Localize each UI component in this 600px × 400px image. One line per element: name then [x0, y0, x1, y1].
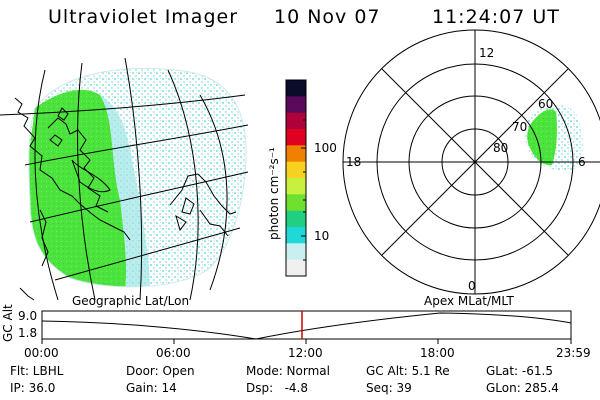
altitude-plot-frame [41, 310, 572, 340]
mlat-label-60: 60 [538, 97, 553, 111]
time-tick-2359: 23:59 [556, 346, 591, 360]
colorbar-swatch [286, 145, 306, 163]
altitude-ytick-low: 1.8 [18, 326, 37, 340]
mlat-label-80: 80 [493, 141, 508, 155]
longitude-line [34, 69, 59, 301]
glat-status: GLat: -61.5 [486, 364, 553, 378]
colorbar-ticks [301, 119, 306, 261]
image-footprint [28, 67, 247, 288]
latitude-line [24, 124, 249, 166]
colorbar-swatch [286, 161, 306, 179]
latitude-line [0, 94, 246, 116]
mlt-diagonal [381, 68, 569, 256]
auroral-emission-region [28, 89, 127, 287]
geographic-caption: Geographic Lat/Lon [72, 294, 189, 308]
geographic-map [0, 57, 249, 301]
coastlines [14, 97, 237, 301]
colorbar-tick-100: 100 [314, 141, 337, 155]
time-tick-1800: 18:00 [420, 346, 455, 360]
gain-status: Gain: 14 [126, 381, 177, 395]
colorbar-unit-label: photon cm⁻²s⁻¹ [267, 147, 281, 240]
colorbar-swatch [286, 96, 306, 114]
emission-fade [100, 95, 150, 287]
longitude-line [199, 94, 228, 291]
longitude-line [167, 69, 199, 301]
door-status: Door: Open [126, 364, 195, 378]
gc-alt-status: GC Alt: 5.1 Re [366, 364, 450, 378]
longitude-line [124, 57, 143, 301]
colorbar-swatch [286, 243, 306, 261]
colorbar-frame [285, 79, 307, 277]
altitude-plot: 9.0 1.8 GC Alt 00:00 06:00 12:00 18:00 2… [1, 304, 591, 360]
colorbar-tick-10: 10 [314, 229, 329, 243]
colorbar [285, 79, 307, 277]
mlt-label-12: 12 [479, 46, 494, 60]
seq-status: Seq: 39 [366, 381, 412, 395]
time-tick-0600: 06:00 [156, 346, 191, 360]
instrument-title: Ultraviolet Imager [48, 6, 239, 28]
altitude-ylabel: GC Alt [1, 304, 15, 342]
mlt-label-18: 18 [346, 155, 361, 169]
polar-grid [342, 29, 600, 295]
colorbar-swatch [286, 210, 306, 228]
latitude-line [54, 227, 241, 281]
filter-status: Flt: LBHL [10, 364, 64, 378]
time-tick-0000: 00:00 [24, 346, 59, 360]
altitude-ytick-high: 9.0 [18, 309, 37, 323]
date-label: 10 Nov 07 [274, 6, 381, 28]
latitude-lines [0, 94, 249, 281]
longitude-line [77, 62, 96, 301]
altitude-x-ticks [41, 339, 572, 344]
ip-status: IP: 36.0 [10, 381, 56, 395]
polar-plot: 12 18 6 0 60 70 80 [342, 29, 600, 295]
mlt-label-6: 6 [578, 155, 586, 169]
colorbar-swatch [286, 129, 306, 146]
polar-auroral-emission [527, 109, 557, 166]
dsp-status: Dsp: -4.8 [246, 381, 309, 395]
longitude-lines [34, 57, 228, 301]
colorbar-swatch [286, 112, 306, 130]
colorbar-swatch [286, 178, 306, 195]
colorbar-swatch [286, 227, 306, 244]
colorbar-swatch [286, 259, 306, 277]
mlat-label-70: 70 [512, 120, 527, 134]
glon-status: GLon: 285.4 [486, 381, 559, 395]
mlt-label-0: 0 [468, 279, 476, 293]
colorbar-swatch [286, 194, 306, 212]
mode-status: Mode: Normal [246, 364, 330, 378]
time-label: 11:24:07 UT [432, 6, 560, 28]
apex-caption: Apex MLat/MLT [424, 294, 514, 308]
latitude-line [29, 171, 249, 223]
altitude-curve [41, 312, 572, 340]
time-tick-1200: 12:00 [288, 346, 323, 360]
colorbar-swatch [286, 80, 306, 97]
